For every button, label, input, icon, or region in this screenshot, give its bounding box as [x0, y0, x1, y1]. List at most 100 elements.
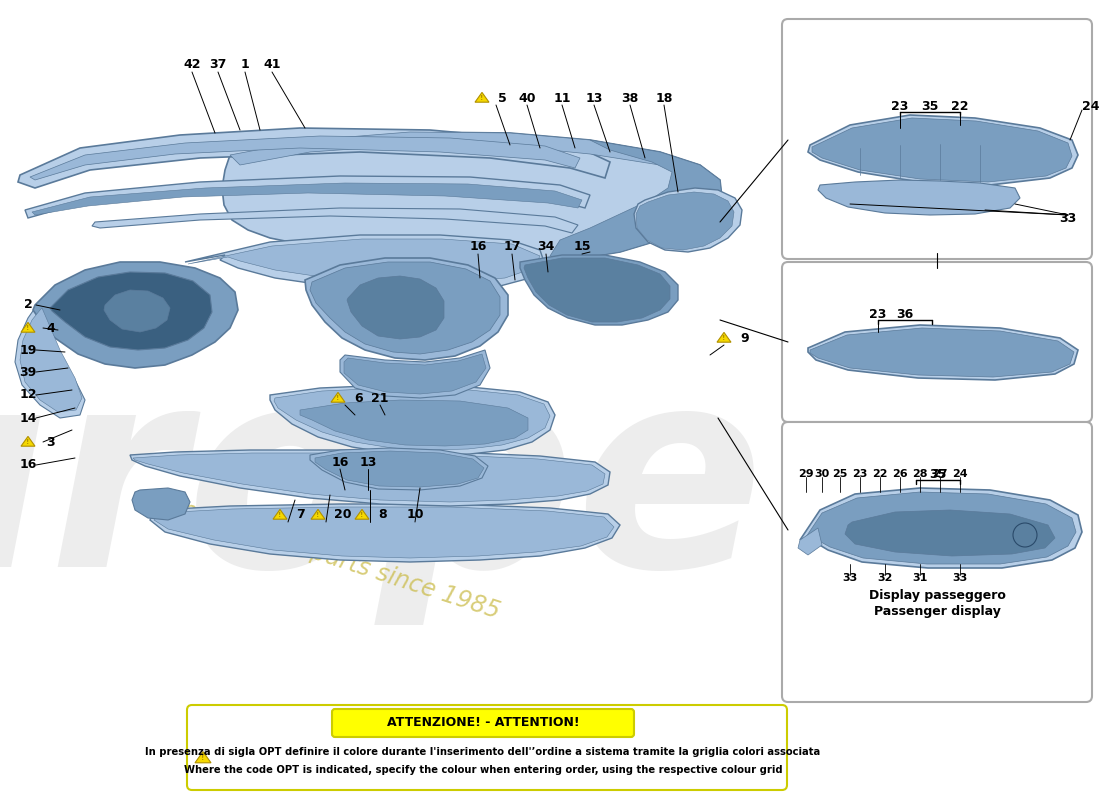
Text: 34: 34 — [537, 241, 554, 254]
Polygon shape — [274, 388, 550, 450]
Polygon shape — [340, 350, 490, 398]
Polygon shape — [311, 510, 324, 519]
Text: !: ! — [26, 326, 30, 331]
Polygon shape — [21, 437, 35, 446]
Text: 30: 30 — [814, 469, 829, 479]
Text: 18: 18 — [656, 91, 673, 105]
FancyBboxPatch shape — [782, 19, 1092, 259]
Text: Passenger display: Passenger display — [873, 606, 1000, 618]
Text: 23: 23 — [852, 469, 868, 479]
Polygon shape — [808, 115, 1078, 185]
Circle shape — [1013, 523, 1037, 547]
FancyBboxPatch shape — [782, 262, 1092, 422]
Text: 33: 33 — [843, 573, 858, 583]
Polygon shape — [524, 258, 670, 322]
Polygon shape — [315, 451, 484, 487]
Polygon shape — [130, 450, 610, 506]
Text: ATTENZIONE! - ATTENTION!: ATTENZIONE! - ATTENTION! — [387, 717, 580, 730]
Polygon shape — [188, 239, 540, 282]
Polygon shape — [346, 276, 444, 339]
Text: 7: 7 — [296, 509, 305, 522]
Text: 19: 19 — [20, 343, 36, 357]
Polygon shape — [30, 136, 580, 180]
Text: 22: 22 — [872, 469, 888, 479]
Polygon shape — [92, 208, 578, 233]
Polygon shape — [25, 176, 590, 218]
Polygon shape — [717, 333, 732, 342]
Text: 39: 39 — [20, 366, 36, 378]
Polygon shape — [310, 262, 500, 354]
Text: 33: 33 — [1059, 211, 1077, 225]
Text: 1: 1 — [241, 58, 250, 71]
Polygon shape — [550, 140, 722, 260]
Text: 10: 10 — [406, 509, 424, 522]
Polygon shape — [132, 488, 190, 520]
Polygon shape — [344, 354, 486, 394]
Text: !: ! — [481, 95, 484, 102]
Text: 8: 8 — [378, 509, 386, 522]
Text: 3: 3 — [46, 435, 55, 449]
Text: 14: 14 — [20, 411, 36, 425]
Polygon shape — [104, 290, 170, 332]
Text: 41: 41 — [263, 58, 280, 71]
Text: 9: 9 — [740, 331, 749, 345]
Polygon shape — [273, 510, 287, 519]
Polygon shape — [636, 192, 734, 250]
Polygon shape — [812, 118, 1072, 182]
Text: !: ! — [361, 512, 364, 518]
Text: 33: 33 — [953, 573, 968, 583]
Polygon shape — [520, 255, 678, 325]
Polygon shape — [804, 492, 1076, 564]
Text: 20: 20 — [334, 509, 352, 522]
Text: !: ! — [26, 439, 30, 446]
Text: Where the code OPT is indicated, specify the colour when entering order, using t: Where the code OPT is indicated, specify… — [184, 765, 782, 775]
FancyBboxPatch shape — [187, 705, 786, 790]
Text: !: ! — [723, 335, 726, 342]
Polygon shape — [818, 180, 1020, 215]
Text: 35: 35 — [930, 467, 947, 481]
Polygon shape — [32, 183, 582, 215]
Polygon shape — [845, 510, 1055, 556]
Text: Display passeggero: Display passeggero — [869, 590, 1005, 602]
Polygon shape — [331, 392, 345, 402]
Polygon shape — [475, 92, 490, 102]
Text: 25: 25 — [833, 469, 848, 479]
Polygon shape — [798, 528, 822, 555]
Text: 22: 22 — [952, 101, 969, 114]
Text: 29: 29 — [799, 469, 814, 479]
Polygon shape — [808, 325, 1078, 380]
Text: 23: 23 — [869, 309, 887, 322]
Text: 15: 15 — [573, 241, 591, 254]
Polygon shape — [270, 385, 556, 455]
Polygon shape — [33, 262, 238, 368]
Text: In presenza di sigla OPT definire il colore durante l'inserimento dell'’ordine a: In presenza di sigla OPT definire il col… — [145, 747, 821, 757]
Text: 13: 13 — [585, 91, 603, 105]
Text: 16: 16 — [470, 241, 486, 254]
Polygon shape — [154, 507, 614, 558]
Text: !: ! — [337, 395, 340, 402]
Text: 16: 16 — [20, 458, 36, 471]
Text: 32: 32 — [878, 573, 893, 583]
Text: 23: 23 — [891, 101, 909, 114]
Text: 37: 37 — [209, 58, 227, 71]
Polygon shape — [185, 235, 544, 290]
Polygon shape — [355, 510, 368, 519]
Text: 5: 5 — [498, 91, 507, 105]
Text: 24: 24 — [953, 469, 968, 479]
Polygon shape — [800, 488, 1082, 568]
Polygon shape — [810, 328, 1074, 377]
Polygon shape — [133, 453, 605, 502]
Polygon shape — [634, 188, 742, 252]
Polygon shape — [20, 308, 82, 412]
Text: 26: 26 — [892, 469, 907, 479]
Polygon shape — [50, 272, 212, 350]
Text: 21: 21 — [372, 391, 388, 405]
Text: europe: europe — [0, 355, 766, 625]
Text: 6: 6 — [354, 391, 363, 405]
Text: passion for parts since 1985: passion for parts since 1985 — [177, 497, 503, 623]
Text: !: ! — [201, 755, 205, 762]
Polygon shape — [230, 132, 720, 180]
Polygon shape — [300, 400, 528, 446]
Text: 40: 40 — [518, 91, 536, 105]
FancyBboxPatch shape — [782, 422, 1092, 702]
